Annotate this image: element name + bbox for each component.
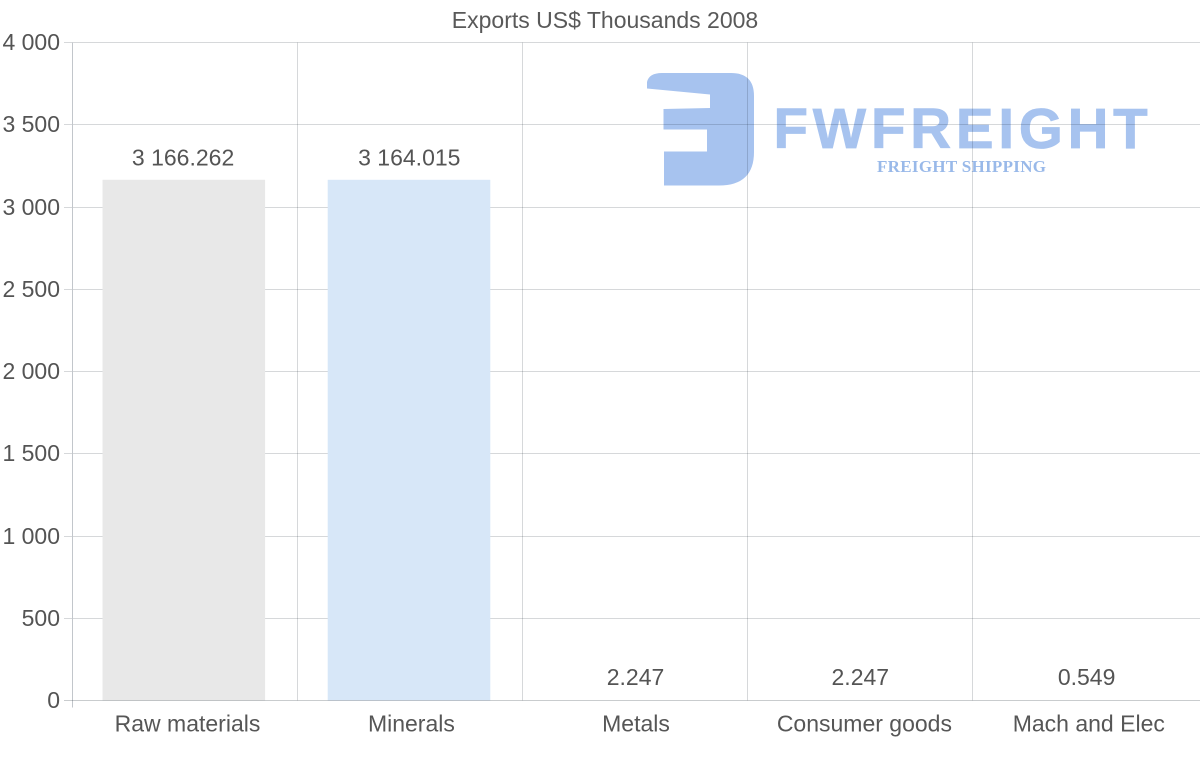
svg-text:Mach and Elec: Mach and Elec: [1013, 711, 1165, 737]
svg-text:3 000: 3 000: [2, 194, 60, 220]
svg-text:1 500: 1 500: [2, 440, 60, 466]
svg-text:0: 0: [47, 687, 60, 713]
svg-text:2.247: 2.247: [607, 664, 665, 690]
svg-text:Consumer goods: Consumer goods: [777, 711, 952, 737]
svg-text:3 166.262: 3 166.262: [132, 145, 234, 171]
svg-text:500: 500: [22, 605, 60, 631]
svg-text:2.247: 2.247: [832, 664, 890, 690]
svg-text:1 000: 1 000: [2, 523, 60, 549]
svg-text:Raw materials: Raw materials: [115, 711, 261, 737]
svg-text:FREIGHT SHIPPING: FREIGHT SHIPPING: [877, 157, 1046, 176]
svg-text:FWFREIGHT: FWFREIGHT: [774, 97, 1153, 160]
svg-text:4 000: 4 000: [2, 29, 60, 55]
svg-text:2 500: 2 500: [2, 276, 60, 302]
svg-text:Metals: Metals: [602, 711, 670, 737]
svg-text:0.549: 0.549: [1058, 664, 1116, 690]
svg-text:2 000: 2 000: [2, 358, 60, 384]
svg-text:Minerals: Minerals: [368, 711, 455, 737]
svg-text:3 164.015: 3 164.015: [358, 145, 460, 171]
svg-text:3 500: 3 500: [2, 111, 60, 137]
svg-text:Exports US$ Thousands 2008: Exports US$ Thousands 2008: [452, 7, 758, 33]
